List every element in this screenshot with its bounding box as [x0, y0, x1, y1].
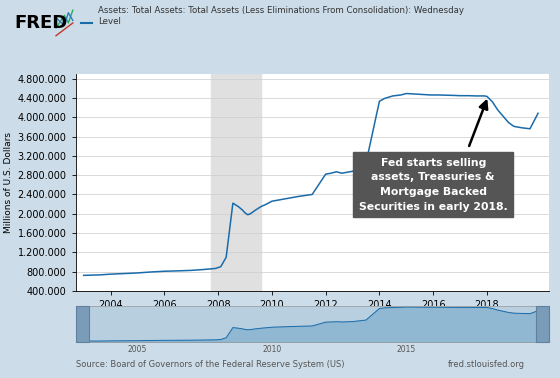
FancyBboxPatch shape	[76, 306, 89, 342]
Text: fred.stlouisfed.org: fred.stlouisfed.org	[448, 359, 525, 369]
FancyBboxPatch shape	[535, 306, 549, 342]
Text: Assets: Total Assets: Total Assets (Less Eliminations From Consolidation): Wedne: Assets: Total Assets: Total Assets (Less…	[98, 6, 464, 26]
Text: Fed starts selling
assets, Treasuries &
Mortgage Backed
Securities in early 2018: Fed starts selling assets, Treasuries & …	[359, 158, 507, 212]
Bar	[211, 74, 260, 291]
Text: Source: Board of Governors of the Federal Reserve System (US): Source: Board of Governors of the Federa…	[76, 359, 344, 369]
Y-axis label: Millions of U.S. Dollars: Millions of U.S. Dollars	[4, 132, 13, 233]
Text: FRED: FRED	[14, 14, 67, 32]
